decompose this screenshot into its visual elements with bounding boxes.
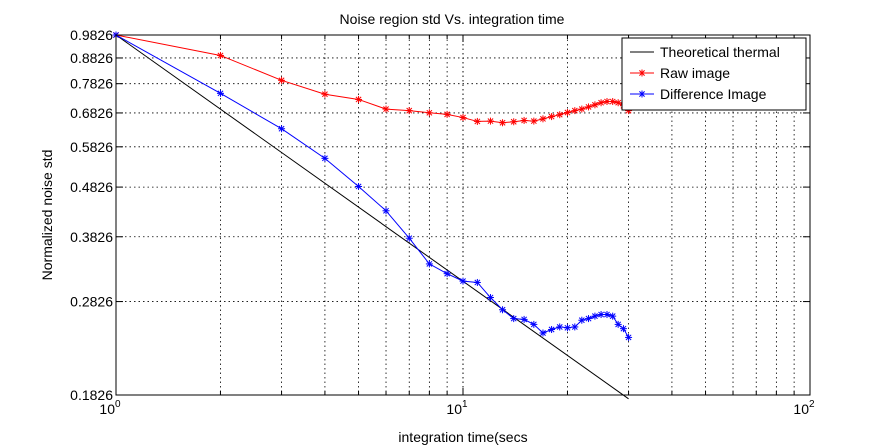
y-tick-label: 0.3826	[70, 229, 113, 245]
y-tick-label: 0.7826	[70, 76, 113, 92]
data-point	[548, 113, 556, 121]
data-point	[405, 107, 413, 115]
data-point	[638, 69, 646, 77]
series-theoretical-thermal	[115, 34, 629, 400]
data-point	[486, 294, 494, 302]
legend-box	[621, 37, 807, 111]
series-difference-image	[112, 31, 633, 341]
data-point	[625, 333, 633, 341]
data-point	[603, 311, 611, 319]
data-point	[321, 154, 329, 162]
x-axis-label: integration time(secs	[398, 429, 527, 445]
data-point	[405, 234, 413, 242]
data-point	[473, 117, 481, 125]
legend-label: Difference Image	[660, 86, 767, 102]
data-point	[278, 76, 286, 84]
data-point	[619, 325, 627, 333]
data-point	[473, 278, 481, 286]
y-axis-label: Normalized noise std	[39, 150, 55, 281]
data-point	[548, 326, 556, 334]
data-point	[520, 116, 528, 124]
data-point	[443, 270, 451, 278]
data-point	[539, 329, 547, 337]
chart-title: Noise region std Vs. integration timе	[340, 11, 565, 27]
y-tick-label: 0.5826	[70, 139, 113, 155]
data-point	[563, 108, 571, 116]
x-tick-label: 100	[99, 399, 121, 417]
data-point	[638, 90, 646, 98]
data-point	[556, 111, 564, 119]
data-point	[591, 312, 599, 320]
data-point	[530, 117, 538, 125]
data-point	[510, 118, 518, 126]
data-point	[499, 306, 507, 314]
y-tick-label: 0.1826	[70, 387, 113, 403]
x-tick-label: 102	[793, 399, 815, 417]
tick-layer: 0.1826 0.2826 0.3826 0.4826 0.5826 0.6826 0.78…	[70, 27, 815, 417]
data-point	[609, 98, 617, 106]
x-tick-label: 101	[446, 399, 468, 417]
legend-label: Raw image	[660, 65, 730, 81]
y-tick-label: 0.9826	[70, 27, 113, 43]
data-point	[216, 89, 224, 97]
legend: Theoretical thermal Raw image Difference I…	[621, 37, 807, 111]
data-point	[614, 320, 622, 328]
data-point	[486, 117, 494, 125]
data-point	[425, 109, 433, 117]
data-point	[585, 315, 593, 323]
y-tick-label: 0.2826	[70, 294, 113, 310]
data-point	[355, 95, 363, 103]
data-point	[321, 90, 329, 98]
data-point	[614, 99, 622, 107]
data-point	[556, 323, 564, 331]
data-point	[578, 105, 586, 113]
data-point	[382, 207, 390, 215]
data-point	[382, 105, 390, 113]
data-point	[278, 125, 286, 133]
y-tick-label: 0.4826	[70, 179, 113, 195]
data-point	[563, 324, 571, 332]
y-tick-label: 0.6826	[70, 105, 113, 121]
data-point	[459, 277, 467, 285]
legend-item: Difference Image	[630, 86, 767, 102]
data-point	[578, 316, 586, 324]
data-point	[425, 260, 433, 268]
data-point	[459, 114, 467, 122]
data-point	[355, 182, 363, 190]
legend-item: Raw image	[630, 65, 730, 81]
data-point	[597, 99, 605, 107]
legend-item: Theoretical thermal	[630, 44, 780, 60]
data-point	[571, 323, 579, 331]
data-point	[539, 115, 547, 123]
data-point	[216, 51, 224, 59]
data-point	[443, 110, 451, 118]
data-point	[591, 101, 599, 109]
data-point	[597, 311, 605, 319]
data-point	[510, 315, 518, 323]
data-point	[520, 315, 528, 323]
data-point	[530, 320, 538, 328]
series-line	[115, 34, 629, 400]
data-point	[571, 107, 579, 115]
data-point	[499, 119, 507, 127]
y-tick-label: 0.8826	[70, 50, 113, 66]
legend-label: Theoretical thermal	[660, 44, 780, 60]
data-point	[609, 312, 617, 320]
data-point	[585, 103, 593, 111]
